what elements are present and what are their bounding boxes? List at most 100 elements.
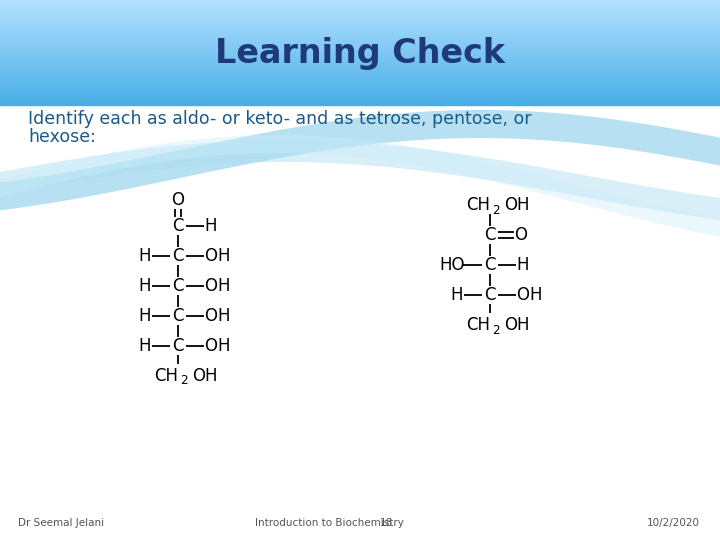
Bar bbox=[0, 27, 720, 28]
Text: C: C bbox=[172, 277, 184, 295]
Text: O: O bbox=[516, 286, 529, 304]
Bar bbox=[0, 90, 720, 91]
Bar bbox=[0, 12, 720, 13]
Bar bbox=[0, 72, 720, 73]
Bar bbox=[0, 52, 720, 53]
Bar bbox=[0, 57, 720, 58]
Bar bbox=[0, 68, 720, 69]
Bar bbox=[0, 73, 720, 74]
Bar bbox=[0, 61, 720, 62]
Text: C: C bbox=[172, 247, 184, 265]
Text: H: H bbox=[139, 337, 151, 355]
Text: CH: CH bbox=[466, 196, 490, 214]
Bar bbox=[0, 78, 720, 79]
Bar bbox=[0, 33, 720, 34]
Text: 18: 18 bbox=[380, 518, 393, 528]
Bar bbox=[0, 32, 720, 33]
Bar bbox=[0, 102, 720, 103]
Bar bbox=[0, 96, 720, 97]
Bar bbox=[0, 83, 720, 84]
Text: O: O bbox=[515, 226, 528, 244]
Bar bbox=[0, 1, 720, 2]
Bar bbox=[0, 31, 720, 32]
Text: O: O bbox=[204, 307, 217, 325]
Text: Dr Seemal Jelani: Dr Seemal Jelani bbox=[18, 518, 104, 528]
Bar bbox=[0, 80, 720, 81]
Bar bbox=[0, 38, 720, 39]
Text: CH: CH bbox=[154, 367, 178, 385]
Bar bbox=[0, 85, 720, 86]
Bar bbox=[0, 35, 720, 36]
Text: O: O bbox=[204, 337, 217, 355]
Text: C: C bbox=[172, 337, 184, 355]
Bar bbox=[0, 26, 720, 27]
Text: O: O bbox=[171, 191, 184, 209]
Text: OH: OH bbox=[504, 316, 529, 334]
Polygon shape bbox=[0, 140, 720, 220]
Bar bbox=[0, 100, 720, 101]
Bar bbox=[0, 17, 720, 18]
Text: C: C bbox=[485, 226, 496, 244]
Text: H: H bbox=[451, 286, 463, 304]
Text: Learning Check: Learning Check bbox=[215, 37, 505, 70]
Bar bbox=[0, 23, 720, 24]
Bar bbox=[0, 98, 720, 99]
Bar bbox=[0, 64, 720, 65]
Text: H: H bbox=[204, 217, 217, 235]
Bar bbox=[0, 101, 720, 102]
Bar bbox=[0, 3, 720, 4]
Bar bbox=[0, 70, 720, 71]
Text: H: H bbox=[139, 277, 151, 295]
Bar bbox=[0, 10, 720, 11]
Bar bbox=[0, 75, 720, 76]
Bar bbox=[0, 20, 720, 21]
Bar bbox=[0, 89, 720, 90]
Text: 10/2/2020: 10/2/2020 bbox=[647, 518, 700, 528]
Polygon shape bbox=[0, 110, 720, 211]
Bar bbox=[0, 45, 720, 46]
Text: Introduction to Biochemistry: Introduction to Biochemistry bbox=[255, 518, 404, 528]
Bar bbox=[0, 21, 720, 22]
Bar bbox=[0, 95, 720, 96]
Bar bbox=[0, 15, 720, 16]
Bar bbox=[0, 55, 720, 56]
Bar bbox=[0, 71, 720, 72]
Text: C: C bbox=[172, 217, 184, 235]
Bar bbox=[0, 77, 720, 78]
Text: 2: 2 bbox=[492, 323, 500, 336]
Bar bbox=[0, 60, 720, 61]
Bar bbox=[0, 9, 720, 10]
Text: Identify each as aldo- or keto- and as tetrose, pentose, or: Identify each as aldo- or keto- and as t… bbox=[28, 110, 531, 128]
Text: H: H bbox=[217, 247, 230, 265]
Bar bbox=[0, 82, 720, 83]
Text: OH: OH bbox=[192, 367, 217, 385]
Bar bbox=[0, 25, 720, 26]
Bar bbox=[0, 30, 720, 31]
Bar bbox=[0, 93, 720, 94]
Bar bbox=[0, 19, 720, 20]
Bar bbox=[0, 50, 720, 51]
Bar bbox=[0, 76, 720, 77]
Text: H: H bbox=[217, 277, 230, 295]
Bar bbox=[0, 37, 720, 38]
Bar bbox=[0, 41, 720, 42]
Bar bbox=[0, 7, 720, 8]
Bar bbox=[0, 99, 720, 100]
Bar bbox=[0, 88, 720, 89]
Bar bbox=[0, 13, 720, 14]
Bar bbox=[0, 42, 720, 43]
Bar bbox=[0, 103, 720, 104]
Bar bbox=[0, 66, 720, 67]
Bar bbox=[0, 34, 720, 35]
Bar bbox=[0, 28, 720, 29]
Bar bbox=[0, 2, 720, 3]
Bar bbox=[0, 92, 720, 93]
Bar bbox=[0, 46, 720, 47]
Bar bbox=[0, 4, 720, 5]
Bar bbox=[0, 8, 720, 9]
Bar bbox=[0, 86, 720, 87]
Bar bbox=[0, 40, 720, 41]
Bar bbox=[0, 56, 720, 57]
Bar bbox=[0, 29, 720, 30]
Bar bbox=[0, 51, 720, 52]
